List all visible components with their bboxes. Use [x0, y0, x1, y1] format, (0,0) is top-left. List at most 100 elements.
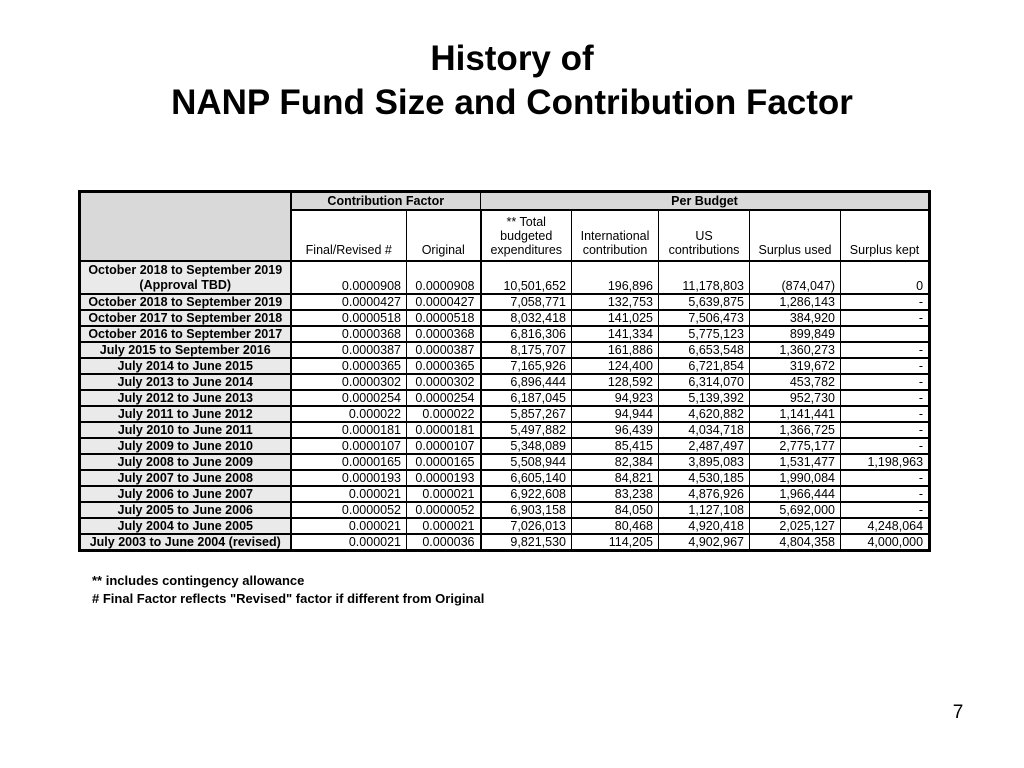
slide-title: History of NANP Fund Size and Contributio…	[0, 37, 1024, 125]
cell-surplus-kept: -	[839, 293, 931, 311]
cell-expenditures: 6,816,306	[479, 325, 572, 343]
contribution-factor-group-header: Contribution Factor	[290, 190, 481, 211]
cell-international: 80,468	[571, 517, 659, 535]
cell-expenditures: 7,026,013	[479, 517, 572, 535]
cell-us: 4,620,882	[658, 405, 750, 423]
cell-surplus-kept	[839, 325, 931, 343]
table-row: July 2005 to June 2006 0.0000052 0.0000052…	[79, 501, 931, 519]
cell-us: 3,895,083	[658, 453, 750, 471]
cell-surplus-kept: -	[839, 469, 931, 487]
table-row: July 2004 to June 2005 0.000021 0.000021 7,…	[79, 517, 931, 535]
cell-surplus-used: 1,360,273	[749, 341, 841, 359]
cell-surplus-used: 2,025,127	[749, 517, 841, 535]
cell-expenditures: 10,501,652	[479, 260, 572, 295]
col-header-us-contributions: US contributions	[658, 209, 750, 262]
footnotes: ** includes contingency allowance # Fina…	[92, 572, 484, 607]
cell-original: 0.0000165	[406, 453, 481, 471]
cell-surplus-kept: -	[839, 501, 931, 519]
cell-international: 141,025	[571, 309, 659, 327]
cell-surplus-used: 5,692,000	[749, 501, 841, 519]
table-row: July 2008 to June 2009 0.0000165 0.0000165…	[79, 453, 931, 471]
cell-original: 0.0000365	[406, 357, 481, 375]
cell-expenditures: 7,058,771	[479, 293, 572, 311]
cell-international: 128,592	[571, 373, 659, 391]
col-header-final-revised: Final/Revised #	[290, 209, 407, 262]
cell-final: 0.0000107	[290, 437, 407, 455]
cell-us: 6,314,070	[658, 373, 750, 391]
cell-final: 0.0000165	[290, 453, 407, 471]
cell-original: 0.0000052	[406, 501, 481, 519]
cell-international: 94,944	[571, 405, 659, 423]
table-row: July 2010 to June 2011 0.0000181 0.0000181…	[79, 421, 931, 439]
cell-surplus-kept: -	[839, 437, 931, 455]
cell-final: 0.0000193	[290, 469, 407, 487]
period-cell: July 2011 to June 2012	[79, 405, 292, 423]
period-cell: July 2003 to June 2004 (revised)	[79, 533, 292, 552]
cell-surplus-used: 4,804,358	[749, 533, 841, 552]
table-row: July 2015 to September 2016 0.0000387 0.00…	[79, 341, 931, 359]
cell-surplus-used: 1,286,143	[749, 293, 841, 311]
cell-us: 2,487,497	[658, 437, 750, 455]
table-row: October 2018 to September 2019 (Approval …	[79, 260, 931, 295]
footnote-final-factor: # Final Factor reflects "Revised" factor…	[92, 590, 485, 606]
cell-original: 0.000021	[406, 517, 481, 535]
title-line-2: NANP Fund Size and Contribution Factor	[171, 83, 853, 122]
cell-original: 0.0000254	[406, 389, 481, 407]
cell-expenditures: 5,508,944	[479, 453, 572, 471]
period-cell: July 2004 to June 2005	[79, 517, 292, 535]
cell-expenditures: 6,896,444	[479, 373, 572, 391]
cell-surplus-used: 319,672	[749, 357, 841, 375]
cell-international: 84,050	[571, 501, 659, 519]
cell-international: 96,439	[571, 421, 659, 439]
cell-expenditures: 9,821,530	[479, 533, 572, 552]
cell-surplus-used: 1,531,477	[749, 453, 841, 471]
cell-original: 0.0000908	[406, 260, 481, 295]
cell-expenditures: 5,497,882	[479, 421, 572, 439]
period-cell: July 2010 to June 2011	[79, 421, 292, 439]
period-cell: July 2014 to June 2015	[79, 357, 292, 375]
cell-final: 0.000021	[290, 517, 407, 535]
cell-original: 0.000036	[406, 533, 481, 552]
period-cell: July 2008 to June 2009	[79, 453, 292, 471]
table-row: October 2017 to September 2018 0.0000518 0…	[79, 309, 931, 327]
table-row: October 2018 to September 2019 0.0000427 0…	[79, 293, 931, 311]
period-cell: July 2012 to June 2013	[79, 389, 292, 407]
cell-final: 0.0000181	[290, 421, 407, 439]
cell-international: 132,753	[571, 293, 659, 311]
cell-original: 0.0000302	[406, 373, 481, 391]
period-cell: October 2018 to September 2019	[79, 293, 292, 311]
cell-surplus-kept: -	[839, 373, 931, 391]
group-header-row: Contribution Factor Per Budget	[79, 190, 931, 262]
cell-surplus-kept: 4,000,000	[839, 533, 931, 552]
cell-original: 0.0000193	[406, 469, 481, 487]
cell-us: 4,920,418	[658, 517, 750, 535]
cell-surplus-kept: -	[839, 421, 931, 439]
fund-history-table: Contribution Factor Per Budget Final/Rev…	[78, 190, 932, 552]
cell-final: 0.0000427	[290, 293, 407, 311]
table-body: October 2018 to September 2019 (Approval …	[79, 260, 931, 552]
cell-us: 6,653,548	[658, 341, 750, 359]
cell-us: 4,876,926	[658, 485, 750, 503]
cell-us: 4,034,718	[658, 421, 750, 439]
cell-expenditures: 8,032,418	[479, 309, 572, 327]
cell-final: 0.0000052	[290, 501, 407, 519]
table-row: July 2014 to June 2015 0.0000365 0.0000365…	[79, 357, 931, 375]
cell-international: 85,415	[571, 437, 659, 455]
cell-surplus-kept: -	[839, 389, 931, 407]
period-cell: October 2016 to September 2017	[79, 325, 292, 343]
cell-final: 0.0000387	[290, 341, 407, 359]
cell-original: 0.000022	[406, 405, 481, 423]
table-row: July 2012 to June 2013 0.0000254 0.0000254…	[79, 389, 931, 407]
cell-original: 0.0000107	[406, 437, 481, 455]
table-row: July 2007 to June 2008 0.0000193 0.0000193…	[79, 469, 931, 487]
cell-final: 0.0000908	[290, 260, 407, 295]
col-header-international-contribution: International contribution	[571, 209, 659, 262]
cell-surplus-used: 899,849	[749, 325, 841, 343]
cell-final: 0.0000518	[290, 309, 407, 327]
table-row: July 2011 to June 2012 0.000022 0.000022 5,…	[79, 405, 931, 423]
cell-surplus-kept: -	[839, 485, 931, 503]
title-line-1: History of	[430, 39, 594, 78]
cell-international: 114,205	[571, 533, 659, 552]
cell-surplus-kept: -	[839, 405, 931, 423]
